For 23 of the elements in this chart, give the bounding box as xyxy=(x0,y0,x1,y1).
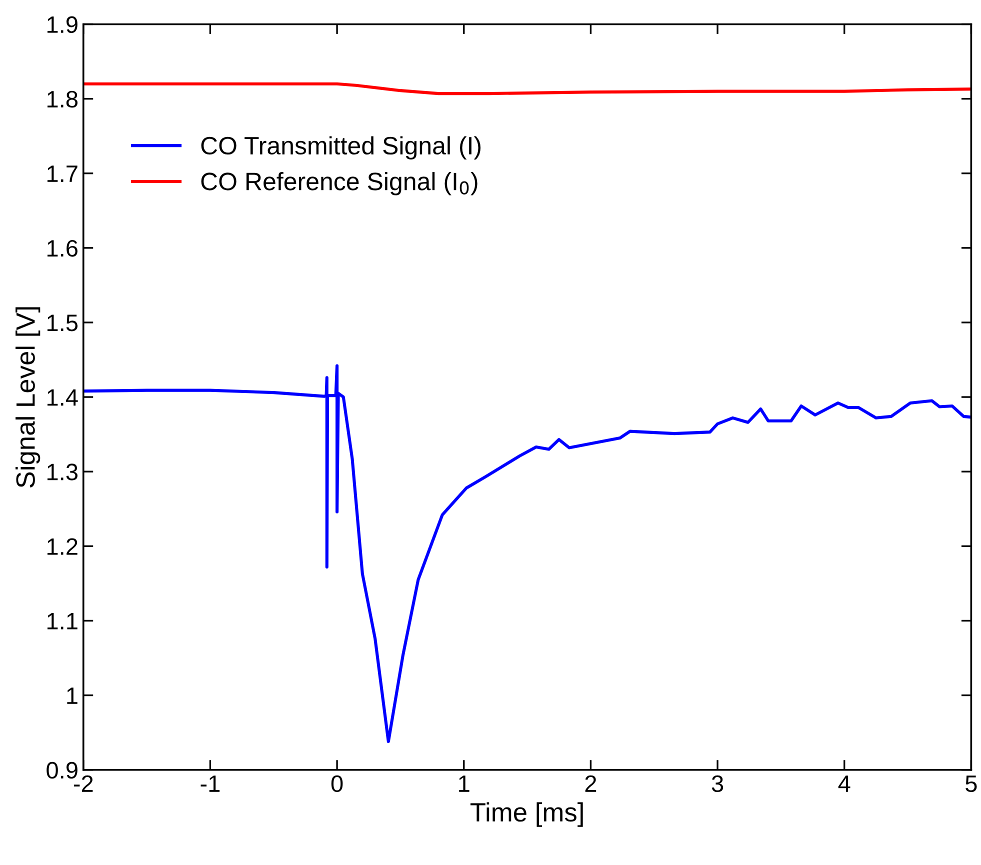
x-tick-label: 5 xyxy=(966,776,977,792)
y-tick-label: 1.2 xyxy=(48,538,78,555)
x-tick-label: 3 xyxy=(712,775,724,792)
y-tick-label: 1.6 xyxy=(48,240,78,257)
line-series xyxy=(83,364,972,744)
x-tick-label: 4 xyxy=(838,776,850,792)
line-series xyxy=(83,82,972,96)
legend-label: CO Transmitted Signal (I) xyxy=(201,136,481,160)
y-tick-label: 1.7 xyxy=(48,166,78,182)
legend-label: CO Reference Signal (I$_{0}$) xyxy=(201,172,478,196)
x-tick-label: 1 xyxy=(459,776,470,792)
y-axis-title: Signal Level [V] xyxy=(16,307,40,488)
x-tick-label: 0 xyxy=(331,775,343,792)
y-tick-label: 1.3 xyxy=(48,464,78,480)
y-tick-label: 1 xyxy=(67,688,78,704)
y-tick-label: 1.1 xyxy=(48,613,78,630)
y-tick-label: 1.4 xyxy=(48,389,78,406)
y-tick-label: 1.9 xyxy=(48,16,78,34)
y-tick-label: 1.8 xyxy=(48,90,78,108)
x-tick-label: 2 xyxy=(585,775,596,792)
y-tick-label: 1.5 xyxy=(48,314,78,332)
x-tick-label: -1 xyxy=(200,776,220,792)
x-axis-title: Time [ms] xyxy=(470,802,583,827)
